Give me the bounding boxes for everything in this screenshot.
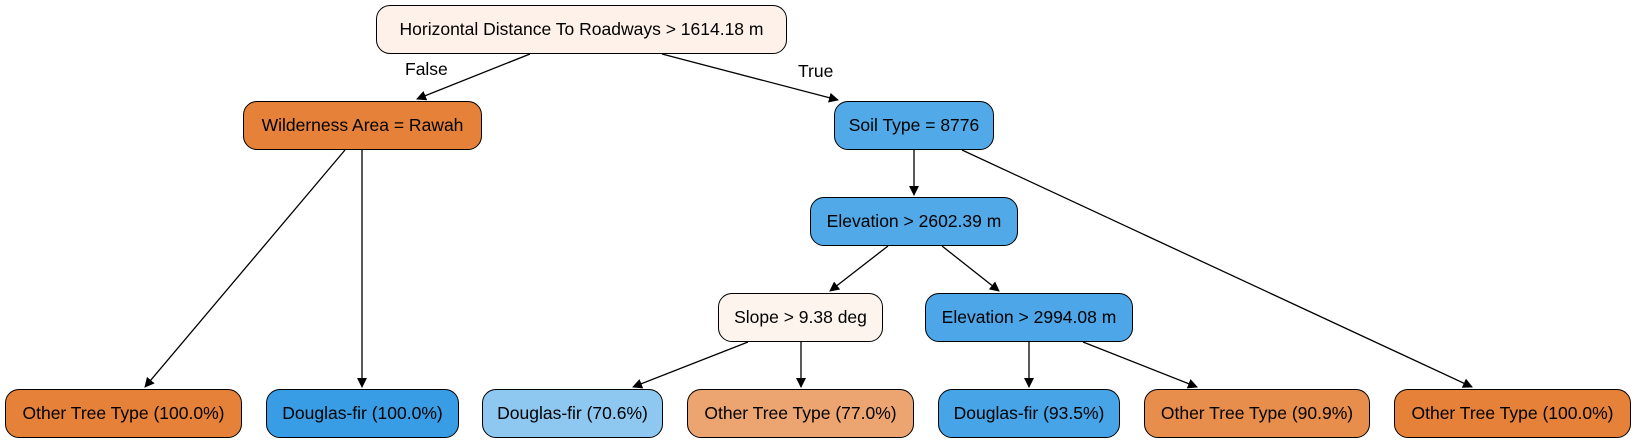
edge-elev2-leaf6 xyxy=(1082,341,1198,389)
node-elevation-2994: Elevation > 2994.08 m xyxy=(925,293,1133,342)
node-soil-type: Soil Type = 8776 xyxy=(834,101,994,150)
leaf-node: Douglas-fir (70.6%) xyxy=(482,389,663,438)
edge-slope-leaf3 xyxy=(632,341,749,389)
edge-soil-leaf7 xyxy=(961,149,1473,388)
leaf-node: Other Tree Type (77.0%) xyxy=(687,389,914,438)
leaf-node: Douglas-fir (100.0%) xyxy=(266,389,459,438)
node-elevation-2602: Elevation > 2602.39 m xyxy=(810,197,1018,246)
leaf-node: Douglas-fir (93.5%) xyxy=(938,389,1120,438)
edge-elev1-slope xyxy=(829,245,889,292)
edge-elev1-elev2 xyxy=(941,245,1000,292)
node-slope: Slope > 9.38 deg xyxy=(718,293,883,342)
edge-label-true: True xyxy=(798,61,834,81)
edge-root-wild xyxy=(416,53,531,101)
node-root-roadways: Horizontal Distance To Roadways > 1614.1… xyxy=(376,5,787,54)
edge-label-false: False xyxy=(405,59,448,79)
node-wilderness-area: Wilderness Area = Rawah xyxy=(243,101,482,150)
leaf-node: Other Tree Type (100.0%) xyxy=(5,389,242,438)
leaf-node: Other Tree Type (100.0%) xyxy=(1394,389,1631,438)
edge-root-soil xyxy=(661,53,839,103)
leaf-node: Other Tree Type (90.9%) xyxy=(1144,389,1370,438)
edge-wild-leaf1 xyxy=(144,149,346,388)
